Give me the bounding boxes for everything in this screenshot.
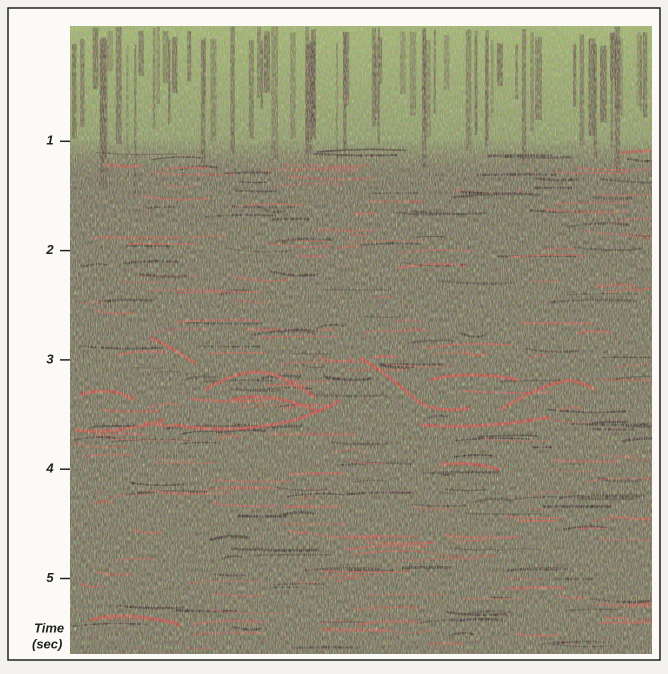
tick-label: 3 (46, 351, 54, 366)
axis-label: (sec) (32, 636, 62, 651)
tick-label: 4 (45, 461, 54, 476)
tick-label: 2 (45, 242, 54, 257)
noise (70, 26, 652, 654)
seismic-section (70, 26, 668, 654)
axis-label: Time (34, 620, 64, 635)
tick-label: 5 (46, 570, 54, 585)
tick-label: 1 (46, 133, 53, 148)
